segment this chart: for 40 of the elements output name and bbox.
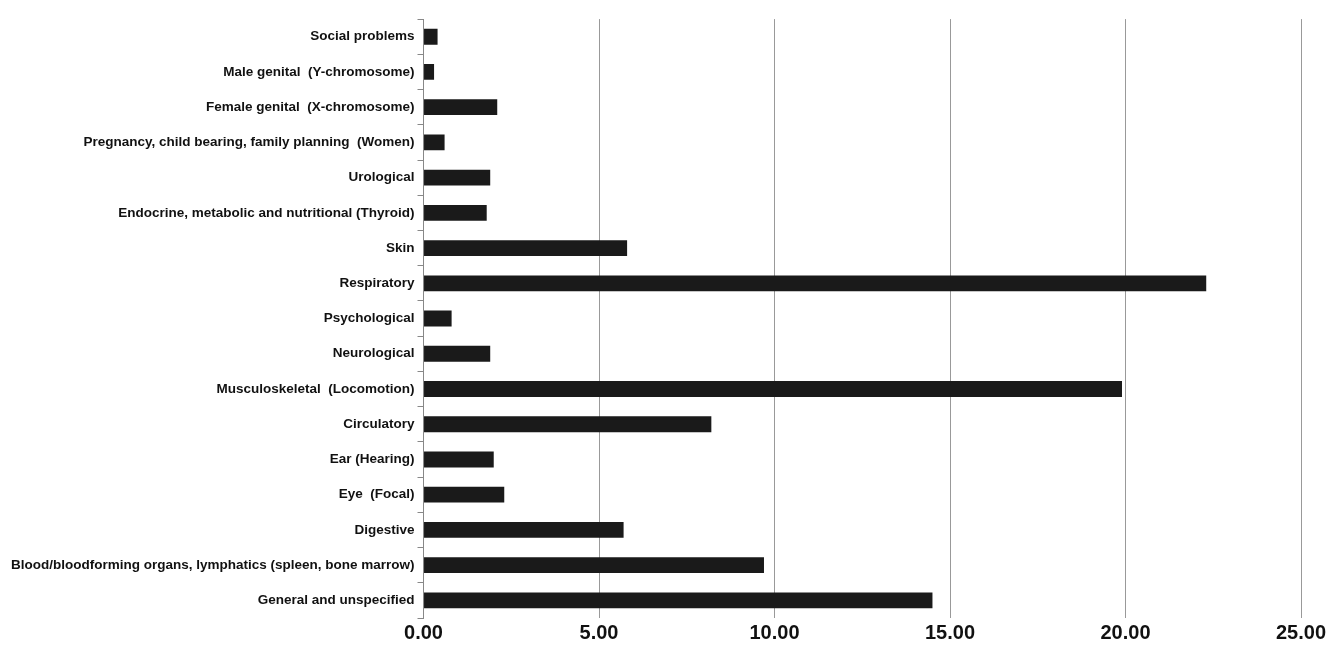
y-tick-label: Neurological [332, 345, 415, 361]
x-tick-label: 20.00 [1100, 620, 1151, 643]
y-tick-label: Eye (Focal) [338, 486, 415, 502]
y-tick-label: Respiratory [339, 275, 416, 291]
y-tick-label: Urological [348, 169, 415, 185]
y-tick-label: Social problems [310, 28, 415, 44]
bar [424, 99, 498, 116]
bar [424, 345, 491, 362]
x-tick-label: 0.00 [404, 620, 443, 643]
bar [424, 486, 505, 503]
y-tick-label: Ear (Hearing) [329, 451, 415, 467]
x-tick-label: 5.00 [579, 620, 619, 643]
bar [424, 204, 487, 221]
bar [424, 310, 452, 327]
bar [424, 592, 933, 609]
bar [424, 451, 494, 468]
bar [424, 416, 712, 433]
bar [424, 275, 1207, 292]
y-tick-label: Digestive [354, 521, 416, 537]
y-tick-label: Psychological [323, 310, 415, 326]
y-tick-label: Endocrine, metabolic and nutritional (Thyroid) [118, 204, 415, 220]
bar [424, 169, 491, 186]
y-tick-label: Skin [386, 239, 415, 255]
y-tick-label: Female genital (X-chromosome) [205, 98, 415, 114]
y-tick-label: General and unspecified [257, 592, 415, 608]
bar [424, 64, 435, 80]
bar [424, 557, 764, 574]
y-tick-label: Musculoskeletal (Locomotion) [216, 380, 415, 396]
bar [424, 522, 624, 538]
bar [424, 134, 445, 151]
y-tick-label: Male genital (Y-chromosome) [223, 63, 415, 79]
x-tick-label: 25.00 [1275, 620, 1327, 643]
bar [424, 381, 1122, 397]
bar [424, 28, 438, 45]
y-tick-label: Pregnancy, child bearing, family planning (Women) [83, 134, 415, 150]
bar [424, 240, 628, 257]
x-tick-label: 15.00 [924, 620, 976, 643]
y-tick-label: Circulatory [343, 415, 416, 431]
x-tick-label: 10.00 [749, 620, 800, 643]
y-tick-label: Blood/bloodforming organs, lymphatics (spleen, bone marrow) [11, 556, 415, 572]
